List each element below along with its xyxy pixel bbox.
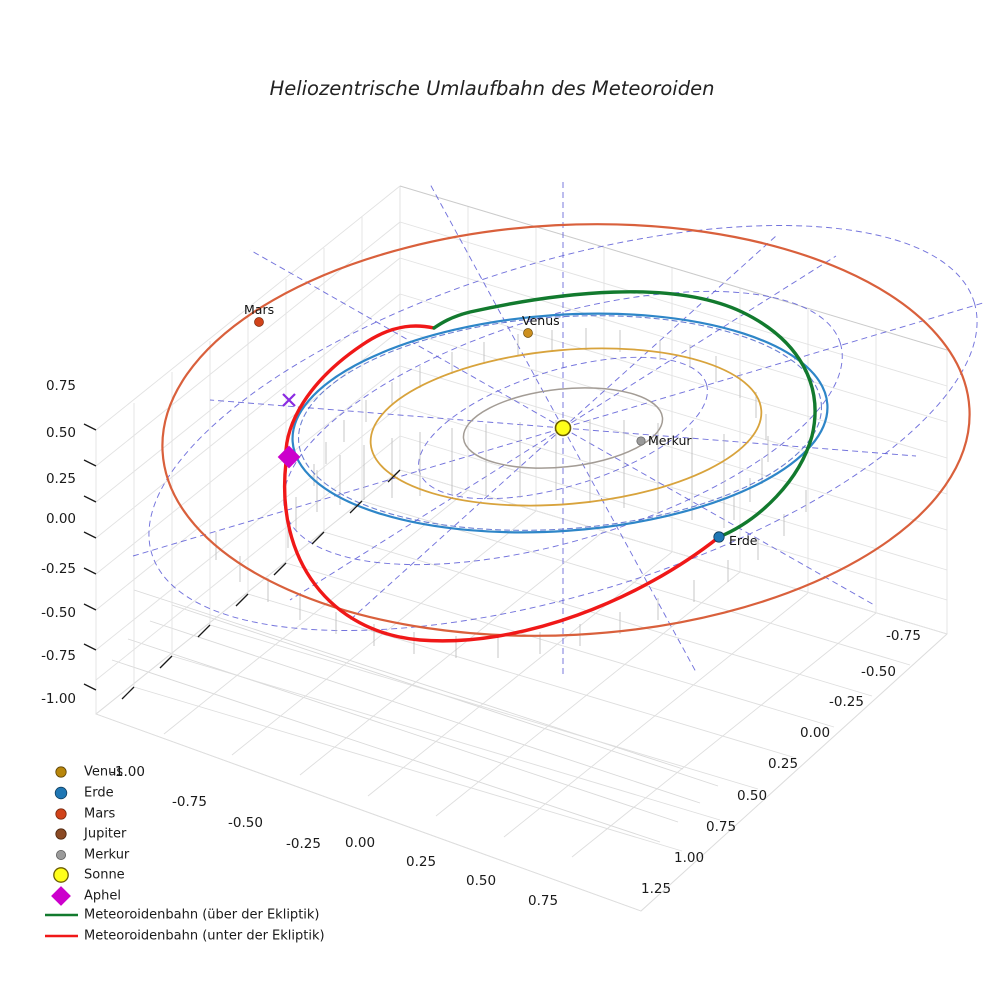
x-tick-7: 0.75 [528,893,558,909]
y-axis-ticklabels: -0.75 -0.50 -0.25 0.00 0.25 0.50 0.75 1.… [641,628,921,897]
merkur-marker[interactable] [636,436,646,446]
x-tick-4: 0.00 [345,835,375,851]
x-tick-0: -1.00 [110,764,145,780]
y-tick-0: -0.75 [886,628,921,644]
merkur-label: Merkur [648,433,692,448]
drop-lines [215,328,807,658]
venus-marker[interactable] [523,328,533,338]
y-tick-1: -0.50 [861,664,896,680]
aphel-marker[interactable] [277,445,301,469]
legend-label-sonne[interactable]: Sonne [84,868,125,883]
y-tick-8: 1.25 [641,881,671,897]
z-axis-ticklabels: 0.75 0.50 0.25 0.00 -0.25 -0.50 -0.75 -1… [41,378,76,707]
legend-label-erde[interactable]: Erde [84,786,114,801]
legend-label-jupiter[interactable]: Jupiter [83,827,127,842]
erde-label: Erde [729,533,758,548]
x-axis-ticklabels: -1.00 -0.75 -0.50 -0.25 0.00 0.25 0.50 0… [110,764,558,909]
x-tick-5: 0.25 [406,854,436,870]
meteoroid-above-ecliptic [432,290,817,539]
meteoroid-orbit [283,290,817,643]
z-tick-2: 0.25 [46,471,76,487]
y-tick-7: 1.00 [674,850,704,866]
legend-marker-merkur [56,850,67,861]
z-tick-5: -0.50 [41,605,76,621]
z-tick-0: 0.75 [46,378,76,394]
legend-marker-mars [55,808,67,820]
y-tick-3: 0.00 [800,725,830,741]
planet-orbits [161,223,971,637]
z-tick-7: -1.00 [41,691,76,707]
legend-marker-sonne [53,867,69,883]
y-tick-6: 0.75 [706,819,736,835]
legend-label-aphel[interactable]: Aphel [84,889,121,904]
tick-marks [83,423,401,700]
meteoroid-below-ecliptic [283,460,721,643]
orbit-erde-projection [297,315,823,531]
legend: Venus Erde Mars Jupiter Merkur Sonne Aph… [45,765,325,944]
erde-marker[interactable] [713,531,725,543]
legend-label-mars[interactable]: Mars [84,807,116,822]
orbit-erde [291,312,829,534]
legend-marker-venus [55,766,67,778]
polar-grid [132,180,984,676]
z-tick-1: 0.50 [46,425,76,441]
legend-marker-erde [54,786,68,800]
mars-label: Mars [244,302,274,317]
legend-marker-jupiter [55,828,67,840]
z-tick-6: -0.75 [41,648,76,664]
left-wall-pane [95,185,401,714]
orbit-merkur [462,387,664,469]
z-tick-3: 0.00 [46,511,76,527]
legend-label-merkur[interactable]: Merkur [84,848,130,863]
x-tick-3: -0.25 [286,836,321,852]
body-annotations: Mars Venus Merkur Erde [244,302,758,548]
mars-marker[interactable] [254,317,264,327]
orbit-venus [369,347,763,507]
x-tick-6: 0.50 [466,873,496,889]
y-tick-5: 0.50 [737,788,767,804]
x-tick-1: -0.75 [172,794,207,810]
right-wall-pane [399,185,948,635]
orbit-mars [161,223,971,637]
legend-marker-aphel [51,886,71,906]
y-tick-2: -0.25 [829,694,864,710]
floor-pane [95,469,948,912]
legend-label-venus[interactable]: Venus [84,765,123,780]
page-title: Heliozentrische Umlaufbahn des Meteoroid… [270,77,715,100]
y-tick-4: 0.25 [768,756,798,772]
pane-grid [95,185,948,912]
sonne-marker[interactable] [554,419,572,437]
venus-label: Venus [522,313,560,328]
z-tick-4: -0.25 [41,561,76,577]
x-tick-2: -0.50 [228,815,263,831]
perihel-cross-marker[interactable] [282,393,296,407]
legend-label-meteoroid-below[interactable]: Meteoroidenbahn (unter der Ekliptik) [84,929,325,944]
legend-label-meteoroid-above[interactable]: Meteoroidenbahn (über der Ekliptik) [84,908,320,923]
